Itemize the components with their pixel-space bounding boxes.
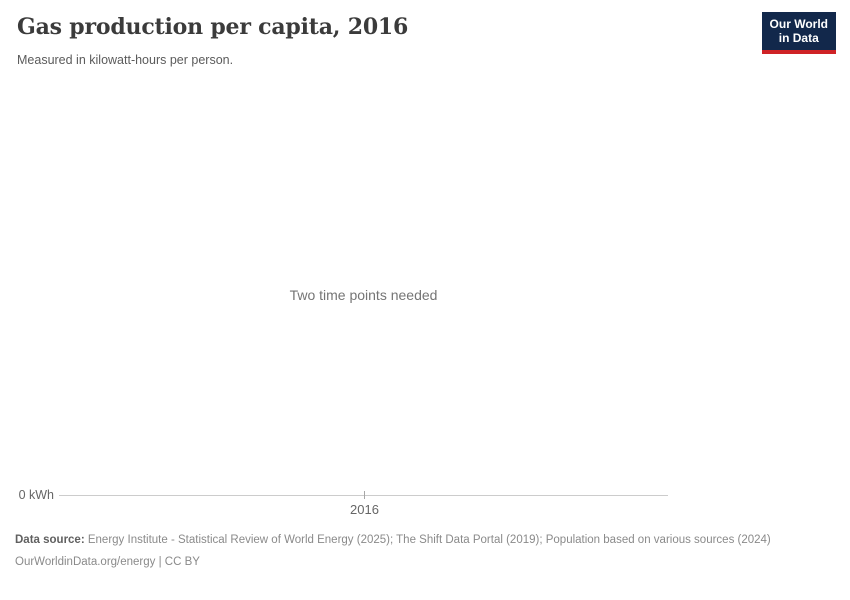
owid-logo[interactable]: Our World in Data [761,12,836,54]
plot-area [59,75,668,495]
chart-title: Gas production per capita, 2016 [17,14,409,40]
credit-line[interactable]: OurWorldinData.org/energy | CC BY [15,556,200,569]
x-axis-tick [364,491,365,499]
owid-logo-line1: Our World [769,17,828,31]
owid-logo-line2: in Data [778,31,819,46]
x-axis-tick-label: 2016 [350,502,379,517]
x-axis-line [59,495,668,496]
y-axis-zero-label: 0 kWh [18,488,54,502]
data-source-text: Energy Institute - Statistical Review of… [84,534,771,546]
data-source-line[interactable]: Data source: Energy Institute - Statisti… [15,533,821,548]
chart-footer: Data source: Energy Institute - Statisti… [15,533,821,570]
no-data-message: Two time points needed [289,287,438,303]
data-source-label: Data source: [15,534,85,546]
chart-subtitle: Measured in kilowatt-hours per person. [17,53,234,67]
